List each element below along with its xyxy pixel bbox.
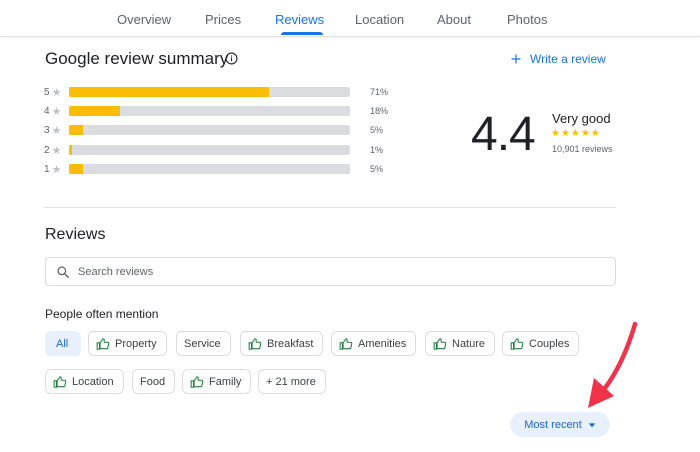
thumbs-up-icon [96, 337, 110, 350]
chip-label: Couples [529, 337, 570, 350]
plus-icon [511, 54, 521, 64]
rating-bar-percent: 71% [370, 87, 389, 97]
rating-bar-fill [69, 164, 84, 174]
tab-location[interactable]: Location [355, 12, 405, 27]
caret-down-icon [588, 422, 595, 427]
chip-label: Food [140, 375, 166, 388]
rating-bar-star-number: 5 [44, 87, 50, 98]
chip-food[interactable]: Food [132, 369, 176, 394]
write-review-button[interactable]: Write a review [510, 52, 606, 66]
chip-nature[interactable]: Nature [425, 331, 496, 356]
rating-bar-percent: 5% [370, 125, 384, 135]
star-icon: ★ [51, 106, 62, 118]
tab-about[interactable]: About [437, 12, 471, 27]
people-mention-heading: People often mention [45, 307, 159, 321]
chip-label: Breakfast [267, 337, 314, 350]
reviews-heading: Reviews [45, 226, 106, 243]
chip-property[interactable]: Property [88, 331, 167, 356]
overall-score: 4.4 [471, 108, 536, 161]
thumbs-up-icon [248, 337, 262, 350]
tab-reviews[interactable]: Reviews [275, 12, 325, 27]
sort-most-recent-button[interactable]: Most recent [510, 412, 610, 437]
chip-location[interactable]: Location [45, 369, 124, 394]
chip-label: All [56, 337, 69, 350]
star-icon: ★ [51, 87, 62, 99]
rating-bar-fill [69, 106, 120, 116]
rating-bar-track [69, 164, 350, 174]
rating-bar-track [69, 106, 350, 116]
overall-stars-icon: ★★★★★ [551, 128, 601, 139]
star-icon: ★ [51, 125, 62, 137]
rating-bar-percent: 5% [370, 164, 384, 174]
active-tab-indicator [281, 32, 323, 35]
chip-label: Property [115, 337, 157, 350]
rating-bar-percent: 18% [370, 106, 389, 116]
chip-label: Nature [452, 337, 486, 350]
chip-all[interactable]: All [45, 331, 81, 356]
annotation-arrow-icon [588, 321, 638, 408]
rating-bar-fill [69, 125, 84, 135]
rating-bar-star-number: 1 [44, 164, 50, 175]
thumbs-up-icon [190, 375, 204, 388]
chip-family[interactable]: Family [182, 369, 252, 394]
tab-prices[interactable]: Prices [205, 12, 242, 27]
rating-bar-track [69, 145, 350, 155]
search-reviews-input[interactable] [78, 265, 598, 278]
rating-bar-star-number: 2 [44, 145, 50, 156]
chip-couples[interactable]: Couples [502, 331, 580, 356]
review-summary-title: Google review summary [45, 49, 229, 68]
chip-label: + 21 more [266, 375, 316, 388]
tab-overview[interactable]: Overview [117, 12, 172, 27]
rating-bar-track [69, 125, 350, 135]
top-nav: Overview Prices Reviews Location About P… [0, 0, 700, 37]
rating-bar-track [69, 87, 350, 97]
search-icon [57, 265, 69, 278]
chip-label: Family [209, 375, 242, 388]
star-icon: ★ [51, 145, 62, 157]
thumbs-up-icon [53, 375, 67, 388]
sort-label: Most recent [524, 418, 582, 431]
tab-photos[interactable]: Photos [507, 12, 548, 27]
write-review-label: Write a review [530, 52, 606, 66]
star-icon: ★ [51, 164, 62, 176]
rating-bar-star-number: 4 [44, 106, 50, 117]
thumbs-up-icon [339, 337, 353, 350]
rating-bar-fill [69, 145, 72, 155]
chip-label: Amenities [358, 337, 407, 350]
info-icon[interactable] [225, 52, 238, 65]
chip-service[interactable]: Service [176, 331, 231, 356]
chip-amenities[interactable]: Amenities [331, 331, 417, 356]
chip-more[interactable]: + 21 more [258, 369, 326, 394]
overall-rating-label: Very good [552, 111, 611, 126]
rating-bar-star-number: 3 [44, 125, 50, 136]
rating-bar-percent: 1% [370, 145, 384, 155]
thumbs-up-icon [510, 337, 524, 350]
thumbs-up-icon [433, 337, 447, 350]
section-divider [44, 207, 616, 208]
rating-bar-fill [69, 87, 269, 97]
review-count: 10,901 reviews [552, 144, 613, 154]
chip-label: Service [184, 337, 221, 350]
search-reviews-box[interactable] [45, 257, 616, 286]
chip-label: Location [72, 375, 114, 388]
chip-breakfast[interactable]: Breakfast [240, 331, 324, 356]
